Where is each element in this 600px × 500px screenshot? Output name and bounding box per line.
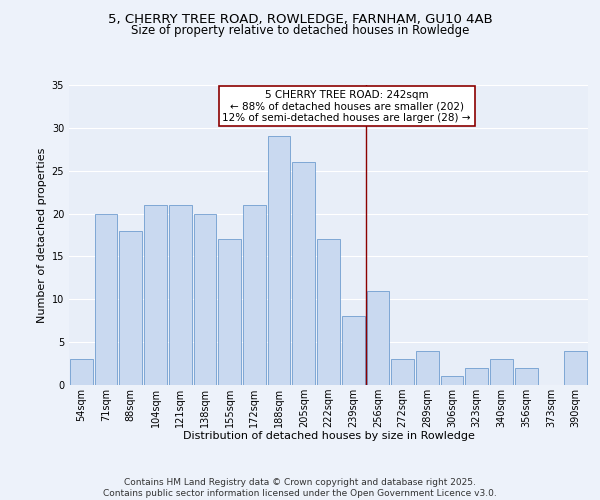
Text: 5 CHERRY TREE ROAD: 242sqm
← 88% of detached houses are smaller (202)
12% of sem: 5 CHERRY TREE ROAD: 242sqm ← 88% of deta… — [223, 90, 471, 122]
Bar — [564, 350, 587, 385]
Bar — [95, 214, 118, 385]
Bar — [441, 376, 463, 385]
Bar — [194, 214, 216, 385]
X-axis label: Distribution of detached houses by size in Rowledge: Distribution of detached houses by size … — [182, 432, 475, 442]
Bar — [342, 316, 365, 385]
Bar — [218, 240, 241, 385]
Bar — [391, 360, 414, 385]
Bar — [119, 230, 142, 385]
Text: 5, CHERRY TREE ROAD, ROWLEDGE, FARNHAM, GU10 4AB: 5, CHERRY TREE ROAD, ROWLEDGE, FARNHAM, … — [107, 12, 493, 26]
Bar — [268, 136, 290, 385]
Bar — [466, 368, 488, 385]
Bar — [243, 205, 266, 385]
Y-axis label: Number of detached properties: Number of detached properties — [37, 148, 47, 322]
Text: Size of property relative to detached houses in Rowledge: Size of property relative to detached ho… — [131, 24, 469, 37]
Bar — [292, 162, 315, 385]
Bar — [70, 360, 93, 385]
Bar — [367, 290, 389, 385]
Bar — [317, 240, 340, 385]
Text: Contains HM Land Registry data © Crown copyright and database right 2025.
Contai: Contains HM Land Registry data © Crown c… — [103, 478, 497, 498]
Bar — [416, 350, 439, 385]
Bar — [515, 368, 538, 385]
Bar — [490, 360, 513, 385]
Bar — [144, 205, 167, 385]
Bar — [169, 205, 191, 385]
